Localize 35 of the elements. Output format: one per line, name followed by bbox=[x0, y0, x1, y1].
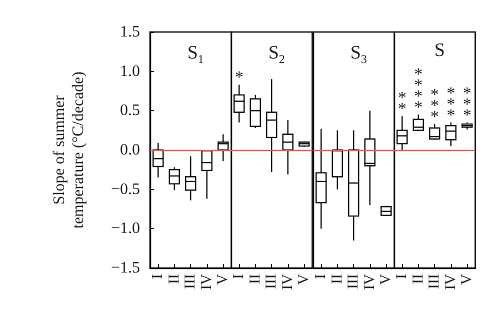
x-tick-label: IV bbox=[280, 274, 296, 290]
annotation: **** bbox=[414, 64, 422, 117]
y-tick-label: −1.0 bbox=[110, 220, 140, 238]
x-tick-label: I bbox=[312, 274, 329, 279]
x-tick-label: V bbox=[378, 274, 394, 285]
x-tick-label: V bbox=[296, 274, 312, 285]
x-tick-label: I bbox=[394, 274, 410, 279]
chart-title: S bbox=[434, 40, 445, 61]
x-tick-label: III bbox=[345, 274, 362, 289]
x-tick-label: V bbox=[215, 274, 232, 285]
y-axis-title: Slope of summer temperature (°C/decade) bbox=[51, 72, 87, 228]
annotation: * bbox=[235, 68, 244, 87]
y-tick-label: −1.5 bbox=[110, 260, 140, 276]
x-tick-label: II bbox=[166, 274, 182, 284]
x-tick-label: IV bbox=[442, 274, 459, 290]
x-tick-label: II bbox=[248, 274, 264, 284]
x-tick-label: III bbox=[264, 274, 280, 289]
annotation: *** bbox=[430, 85, 439, 126]
annotation: ** bbox=[398, 88, 406, 118]
y-tick-label: 0.0 bbox=[120, 142, 140, 158]
x-tick-label: IV bbox=[198, 274, 215, 290]
x-tick-label: III bbox=[182, 274, 199, 289]
x-tick-label: III bbox=[426, 274, 442, 289]
annotation: *** bbox=[446, 83, 455, 124]
x-tick-label: I bbox=[150, 274, 166, 279]
x-tick-label: II bbox=[410, 274, 426, 284]
x-tick-label: I bbox=[231, 274, 248, 279]
x-tick-label: IV bbox=[361, 274, 378, 290]
x-tick-label: V bbox=[458, 274, 475, 285]
y-tick-label: 0.5 bbox=[120, 102, 140, 120]
y-tick-label: 1.0 bbox=[120, 62, 140, 80]
annotation: *** bbox=[462, 83, 472, 124]
y-tick-label: −0.5 bbox=[110, 180, 140, 198]
x-tick-label: II bbox=[328, 274, 345, 284]
y-tick-label: 1.5 bbox=[120, 24, 140, 40]
